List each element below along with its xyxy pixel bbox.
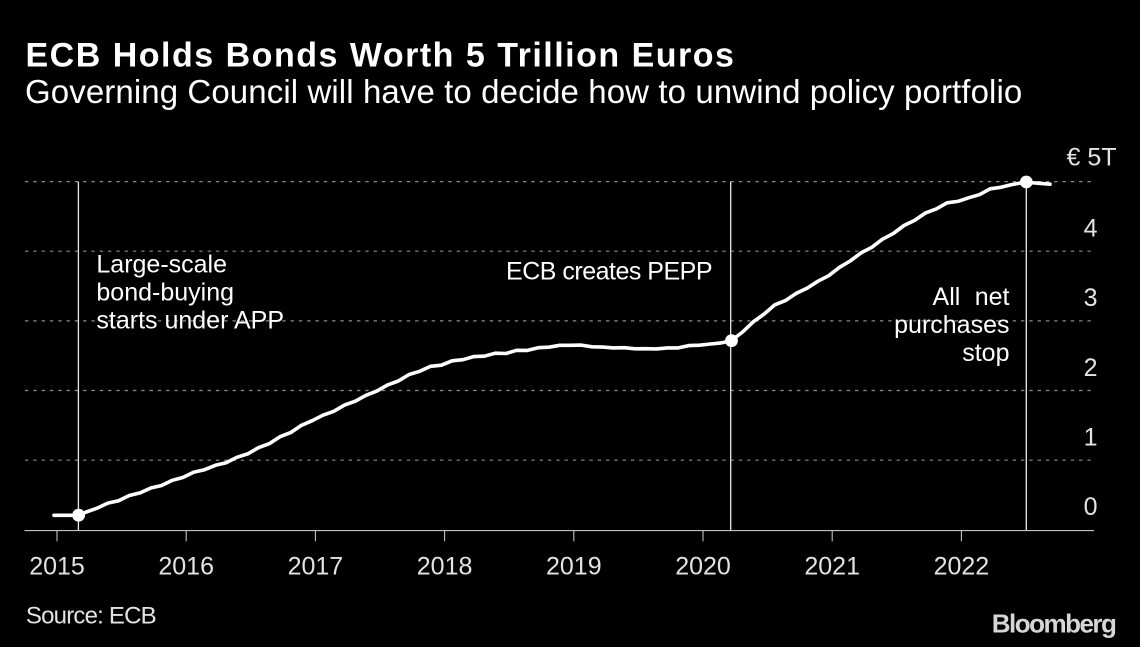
svg-text:2021: 2021 xyxy=(804,553,860,581)
svg-text:ECB creates PEPP: ECB creates PEPP xyxy=(506,257,712,285)
svg-text:Source: ECB: Source: ECB xyxy=(26,602,156,629)
svg-text:starts under APP: starts under APP xyxy=(96,306,284,334)
svg-text:2020: 2020 xyxy=(675,553,731,581)
svg-text:Governing Council will have to: Governing Council will have to decide ho… xyxy=(25,73,1022,110)
svg-text:Large-scale: Large-scale xyxy=(96,251,227,279)
svg-text:bond-buying: bond-buying xyxy=(96,279,234,307)
svg-text:2019: 2019 xyxy=(546,553,602,581)
svg-text:0: 0 xyxy=(1084,493,1098,521)
svg-text:2018: 2018 xyxy=(417,553,473,581)
svg-text:stop: stop xyxy=(962,339,1009,367)
svg-text:2015: 2015 xyxy=(29,553,85,581)
svg-text:2016: 2016 xyxy=(158,553,214,581)
svg-text:2: 2 xyxy=(1084,354,1098,382)
svg-text:€ 5T: € 5T xyxy=(1066,144,1116,172)
svg-text:1: 1 xyxy=(1084,424,1098,452)
svg-text:Bloomberg: Bloomberg xyxy=(992,609,1116,639)
svg-text:3: 3 xyxy=(1084,284,1098,312)
svg-text:2022: 2022 xyxy=(934,553,990,581)
svg-text:purchases: purchases xyxy=(894,311,1009,339)
svg-text:ECB Holds Bonds Worth 5 Trilli: ECB Holds Bonds Worth 5 Trillion Euros xyxy=(26,37,736,75)
svg-text:2017: 2017 xyxy=(288,553,344,581)
svg-text:All net: All net xyxy=(933,283,1010,311)
svg-text:4: 4 xyxy=(1084,215,1098,243)
